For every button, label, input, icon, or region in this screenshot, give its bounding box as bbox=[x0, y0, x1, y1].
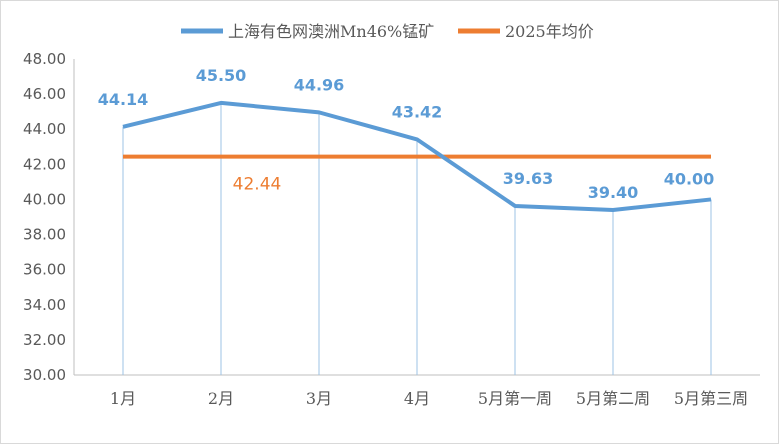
data-label: 43.42 bbox=[392, 102, 443, 121]
x-tick-label: 2月 bbox=[208, 389, 234, 408]
y-tick-label: 30.00 bbox=[23, 366, 66, 384]
y-tick-label: 34.00 bbox=[23, 296, 66, 314]
y-tick-label: 44.00 bbox=[23, 120, 66, 138]
x-tick-label: 5月第一周 bbox=[478, 389, 552, 408]
data-label: 40.00 bbox=[664, 169, 715, 188]
data-label: 45.50 bbox=[196, 66, 247, 85]
y-tick-label: 32.00 bbox=[23, 331, 66, 349]
data-label: 39.63 bbox=[503, 169, 554, 188]
x-tick-label: 4月 bbox=[404, 389, 430, 408]
data-label-average: 42.44 bbox=[233, 175, 282, 195]
y-tick-label: 36.00 bbox=[23, 261, 66, 279]
legend-label: 2025年均价 bbox=[505, 22, 594, 41]
data-label: 39.40 bbox=[588, 183, 639, 202]
x-tick-label: 5月第二周 bbox=[576, 389, 650, 408]
y-tick-label: 42.00 bbox=[23, 155, 66, 173]
series-line-manganese-ore bbox=[122, 100, 712, 212]
data-label: 44.14 bbox=[98, 90, 149, 109]
data-label: 44.96 bbox=[294, 75, 345, 94]
x-tick-label: 1月 bbox=[110, 389, 136, 408]
y-tick-label: 46.00 bbox=[23, 85, 66, 103]
y-tick-label: 38.00 bbox=[23, 226, 66, 244]
x-tick-label: 3月 bbox=[306, 389, 332, 408]
legend-label: 上海有色网澳洲Mn46%锰矿 bbox=[228, 22, 434, 41]
y-tick-label: 48.00 bbox=[23, 50, 66, 68]
y-tick-label: 40.00 bbox=[23, 190, 66, 208]
x-tick-label: 5月第三周 bbox=[674, 389, 748, 408]
